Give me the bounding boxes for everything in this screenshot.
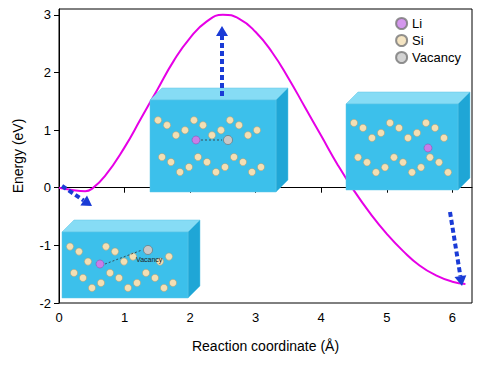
svg-text:3: 3 xyxy=(44,7,51,22)
svg-text:Si: Si xyxy=(412,33,424,48)
svg-text:-2: -2 xyxy=(39,296,51,311)
svg-text:1: 1 xyxy=(44,123,51,138)
svg-text:Li: Li xyxy=(412,16,422,31)
svg-text:3: 3 xyxy=(252,310,259,325)
svg-text:5: 5 xyxy=(383,310,390,325)
svg-text:2: 2 xyxy=(186,310,193,325)
svg-text:Vacancy: Vacancy xyxy=(412,50,461,65)
svg-text:6: 6 xyxy=(449,310,456,325)
svg-text:0: 0 xyxy=(44,180,51,195)
svg-text:2: 2 xyxy=(44,65,51,80)
svg-text:4: 4 xyxy=(318,310,325,325)
svg-text:Energy (eV): Energy (eV) xyxy=(10,119,26,194)
svg-text:0: 0 xyxy=(55,310,62,325)
svg-text:Vacancy: Vacancy xyxy=(136,256,163,264)
svg-text:-1: -1 xyxy=(39,238,51,253)
svg-text:Reaction coordinate (Å): Reaction coordinate (Å) xyxy=(192,338,339,354)
svg-text:1: 1 xyxy=(121,310,128,325)
